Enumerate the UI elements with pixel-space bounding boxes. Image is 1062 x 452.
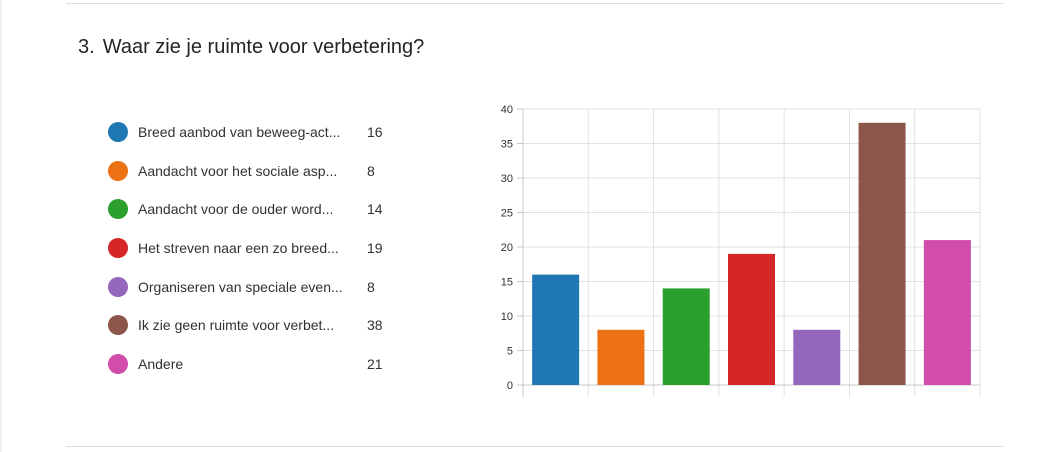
- y-tick-label: 30: [501, 173, 513, 185]
- y-tick-label: 5: [507, 346, 513, 358]
- legend-color-dot-icon: [108, 315, 128, 336]
- y-tick-label: 15: [501, 277, 513, 289]
- legend-count: 14: [367, 201, 383, 218]
- legend-item[interactable]: Organiseren van speciale even... 8: [108, 268, 408, 307]
- chart-legend: Breed aanbod van beweeg-act... 16 Aandacht…: [108, 113, 408, 384]
- legend-label: Andere: [138, 356, 184, 373]
- legend-item[interactable]: Andere 21: [108, 345, 408, 384]
- legend-count: 21: [367, 356, 383, 373]
- legend-label: Breed aanbod van beweeg-act...: [138, 124, 341, 140]
- bar: [662, 288, 710, 385]
- question-number: 3.: [78, 36, 95, 58]
- legend-item[interactable]: Aandacht voor de ouder word... 14: [108, 190, 408, 229]
- legend-count: 38: [367, 317, 383, 334]
- y-tick-label: 20: [501, 242, 513, 254]
- legend-count: 8: [367, 162, 375, 179]
- bar: [793, 329, 841, 385]
- legend-item[interactable]: Het streven naar een zo breed... 19: [108, 229, 408, 268]
- bar: [727, 253, 776, 385]
- y-tick-label: 0: [507, 380, 513, 392]
- legend-label: Het streven naar een zo breed...: [138, 240, 339, 257]
- bar-chart: 0 5 10 15 20 25 30 35 40: [501, 104, 981, 397]
- bar: [532, 274, 580, 385]
- legend-label: Ik zie geen ruimte voor verbet...: [138, 317, 335, 334]
- legend-color-dot-icon: [108, 160, 128, 181]
- bottom-divider: [66, 446, 1004, 447]
- legend-label: Aandacht voor de ouder word...: [138, 201, 334, 218]
- question-heading: 3. Waar zie je ruimte voor verbetering?: [78, 33, 424, 61]
- bar: [858, 122, 906, 386]
- legend-color-dot-icon: [108, 276, 128, 297]
- legend-count: 8: [367, 278, 375, 295]
- y-tick-label: 40: [501, 104, 513, 116]
- legend-item[interactable]: Aandacht voor het sociale asp... 8: [108, 152, 408, 191]
- legend-item[interactable]: Ik zie geen ruimte voor verbet... 38: [108, 306, 408, 345]
- y-tick-label: 35: [501, 139, 513, 151]
- legend-count: 16: [367, 124, 383, 140]
- y-tick-label: 10: [501, 311, 513, 323]
- question-title: Waar zie je ruimte voor verbetering?: [102, 36, 425, 58]
- legend-count: 19: [367, 240, 383, 257]
- legend-color-dot-icon: [108, 354, 128, 375]
- legend-color-dot-icon: [108, 238, 128, 259]
- bar: [597, 329, 645, 385]
- top-divider: [66, 3, 1004, 4]
- legend-color-dot-icon: [108, 122, 128, 142]
- legend-label: Organiseren van speciale even...: [138, 278, 343, 295]
- y-tick-label: 25: [501, 208, 513, 220]
- legend-label: Aandacht voor het sociale asp...: [138, 162, 338, 179]
- legend-color-dot-icon: [108, 199, 128, 220]
- bar: [923, 240, 971, 385]
- legend-item[interactable]: Breed aanbod van beweeg-act... 16: [108, 113, 408, 152]
